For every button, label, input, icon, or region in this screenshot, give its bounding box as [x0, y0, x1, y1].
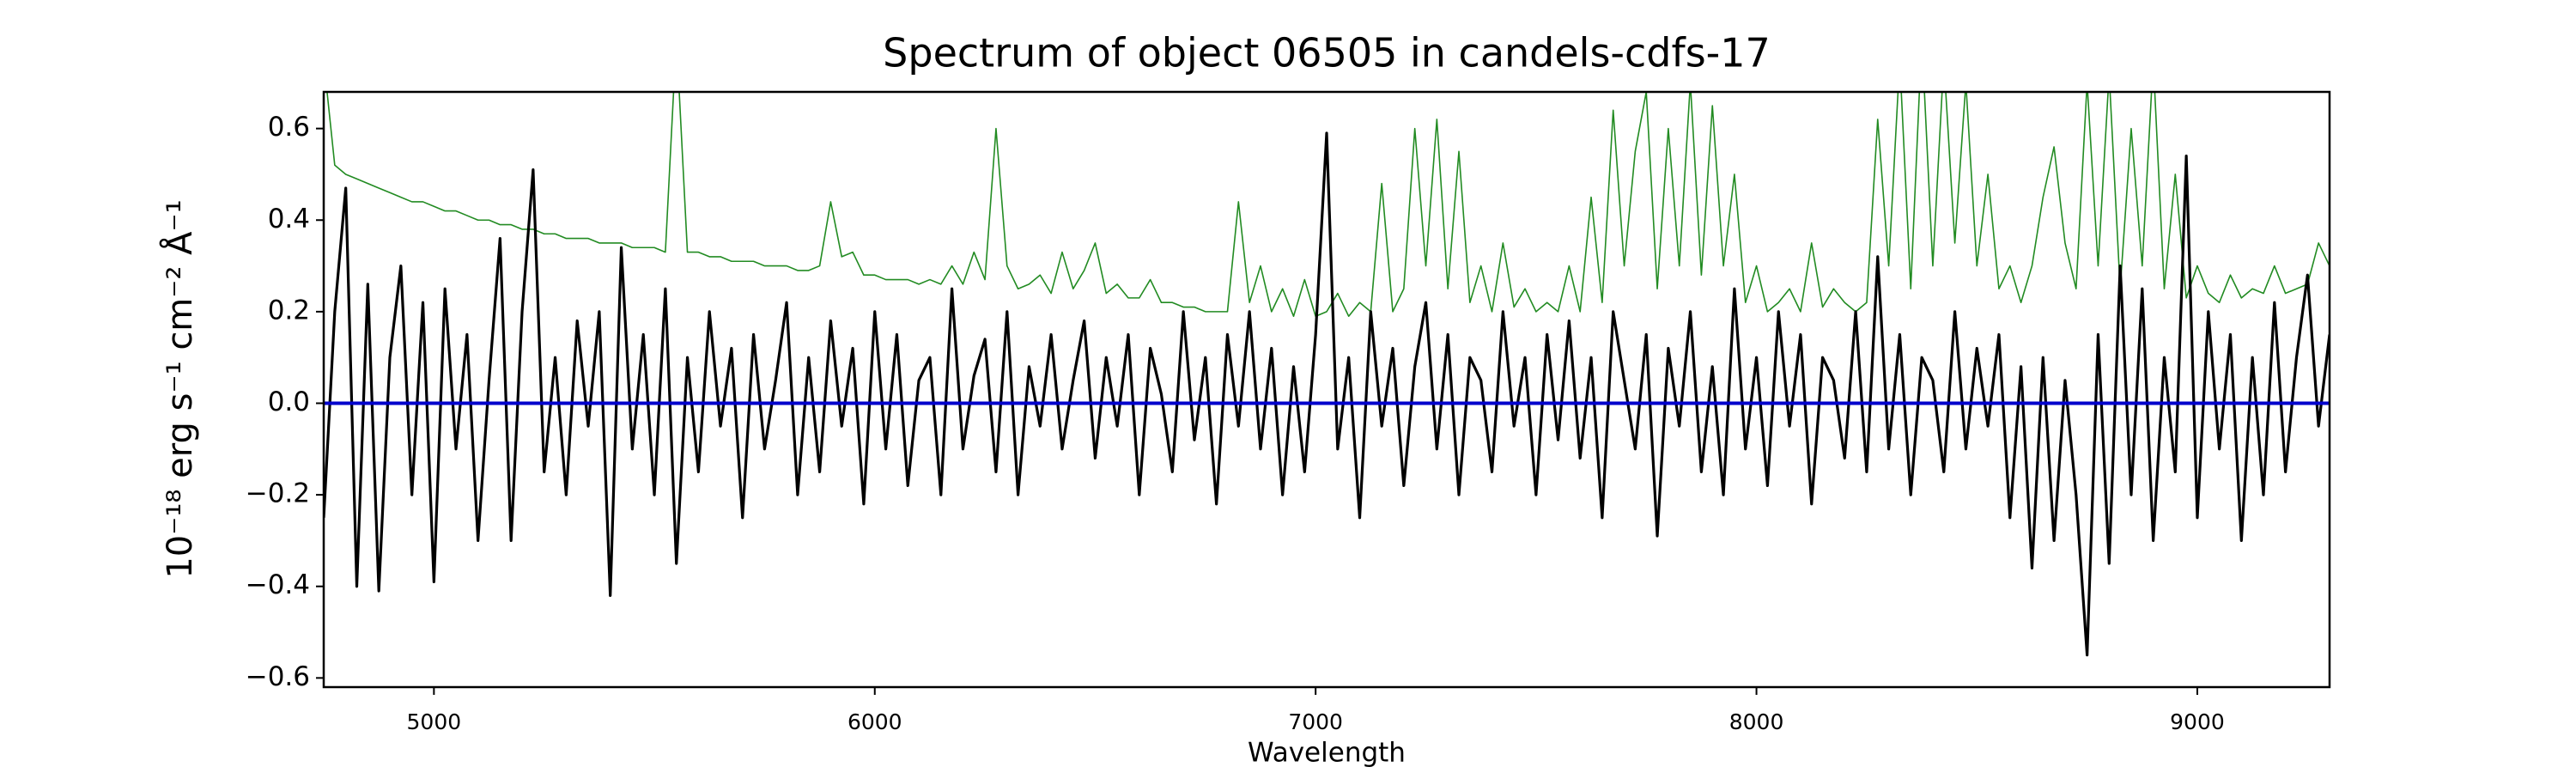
plot-area: [324, 92, 2330, 657]
x-tick-label: 7000: [1288, 709, 1343, 734]
y-tick-label: 0.2: [268, 295, 310, 326]
y-axis-label: 10⁻¹⁸ erg s⁻¹ cm⁻² Å⁻¹: [159, 199, 200, 578]
x-tick-label: 8000: [1729, 709, 1784, 734]
y-tick-label: −0.2: [246, 478, 310, 509]
spectrum-line: [326, 92, 2330, 318]
y-tick-label: 0.0: [268, 386, 310, 417]
y-tick-label: 0.6: [268, 112, 310, 143]
y-tick-label: 0.4: [268, 204, 310, 234]
y-tick-label: −0.6: [246, 661, 310, 692]
chart-title: Spectrum of object 06505 in candels-cdfs…: [883, 30, 1771, 76]
axes-frame: [322, 90, 2331, 689]
spectrum-line: [324, 131, 2330, 657]
x-tick-label: 6000: [848, 709, 902, 734]
y-tick-label: −0.4: [246, 569, 310, 600]
x-tick-label: 5000: [407, 709, 462, 734]
x-axis-label: Wavelength: [1248, 738, 1406, 769]
x-tick-label: 9000: [2170, 709, 2225, 734]
